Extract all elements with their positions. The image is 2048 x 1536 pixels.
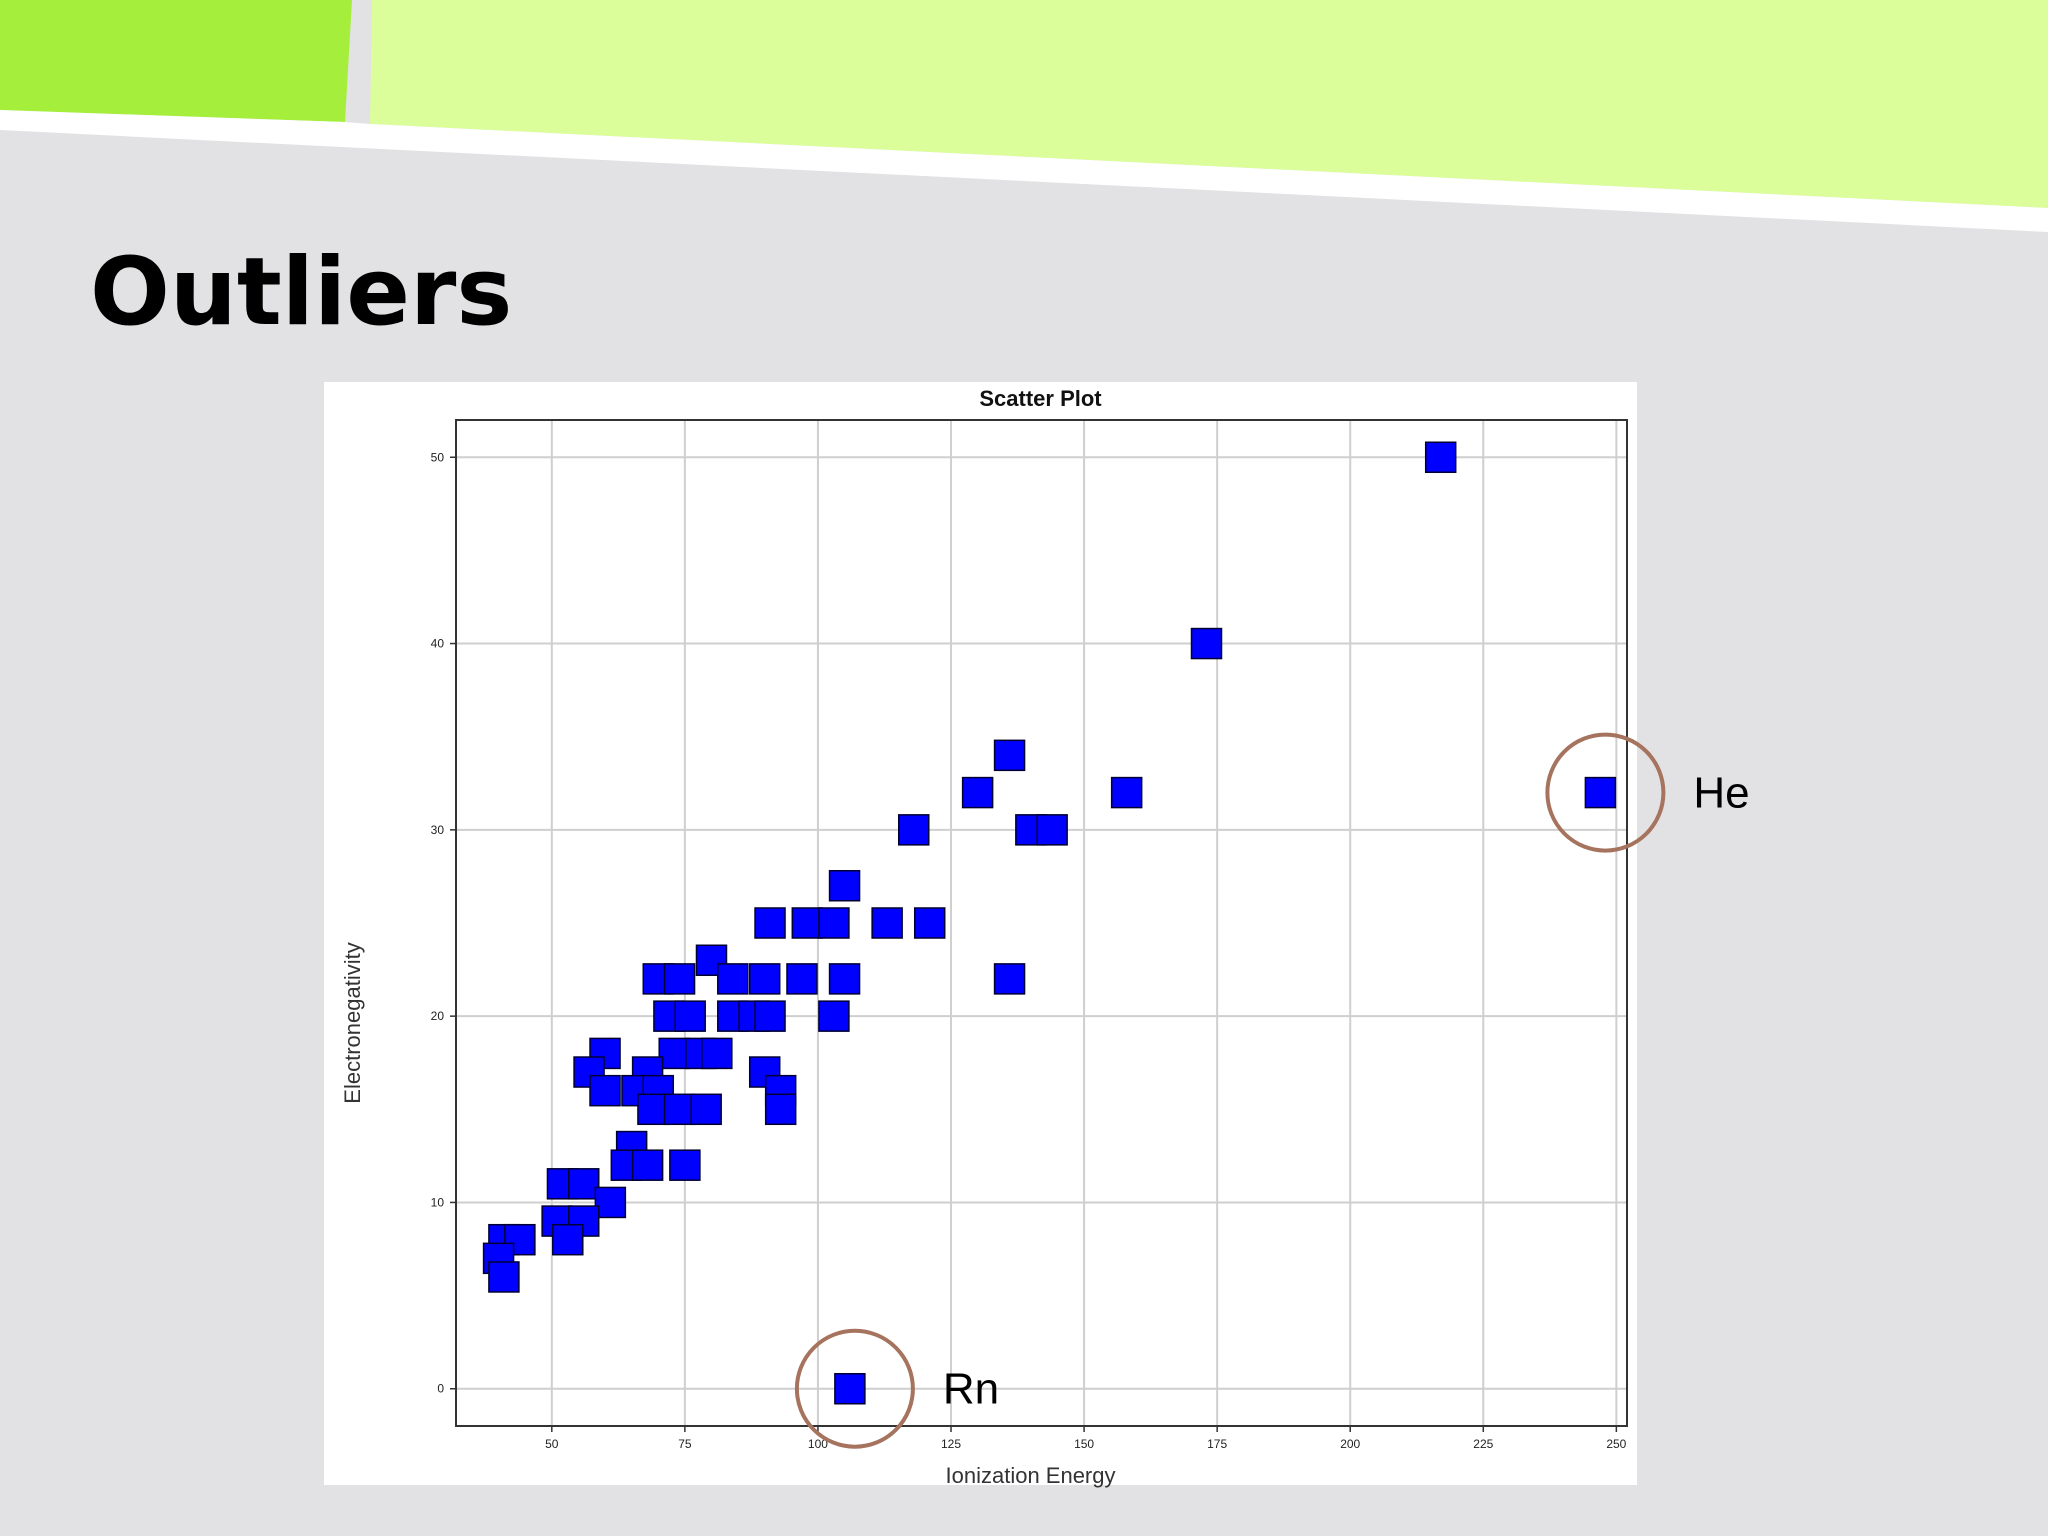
data-point <box>658 1037 690 1070</box>
data-point <box>993 739 1026 772</box>
data-point <box>961 776 994 809</box>
x-tick-label: 200 <box>1340 1437 1360 1451</box>
x-tick-label: 125 <box>941 1437 961 1451</box>
y-tick-label: 0 <box>437 1382 444 1396</box>
plot-area-frame <box>455 419 1628 1427</box>
y-axis-title: Electronegativity <box>340 942 365 1103</box>
data-point <box>818 1000 850 1032</box>
data-point <box>1036 814 1068 846</box>
x-tick-label: 250 <box>1606 1437 1626 1451</box>
data-point <box>701 1037 733 1070</box>
data-point <box>674 1000 706 1032</box>
data-point <box>1424 441 1457 474</box>
outlier-label: Rn <box>943 1365 999 1414</box>
data-point <box>552 1223 584 1256</box>
data-point <box>1110 776 1143 809</box>
y-tick-label: 50 <box>431 450 445 464</box>
data-point <box>764 1093 797 1126</box>
data-point <box>663 1093 696 1126</box>
chart-title: Scatter Plot <box>979 386 1102 411</box>
data-point <box>834 1372 866 1405</box>
data-point <box>589 1074 621 1107</box>
scatter-chart-svg: 50 75 100 125 150 175 200 225 250 0 10 20 30 40 50 He R… <box>340 386 1750 1488</box>
outlier-circle <box>1545 732 1666 853</box>
data-point <box>631 1149 664 1181</box>
data-point <box>786 963 818 995</box>
x-tick-label: 100 <box>808 1437 828 1451</box>
data-point <box>818 907 850 939</box>
y-tick-label: 40 <box>431 637 445 651</box>
data-point <box>898 814 930 846</box>
data-point <box>791 907 824 939</box>
data-point <box>828 963 861 995</box>
axis-ticks: 50 75 100 125 150 175 200 225 250 0 10 20 30 40 50 <box>431 450 1627 1451</box>
data-point <box>690 1093 722 1126</box>
outlier-circle <box>794 1328 915 1449</box>
chart-grid <box>456 420 1627 1426</box>
slide-title: Outliers <box>90 238 513 347</box>
y-tick-label: 10 <box>431 1195 445 1209</box>
outlier-label: He <box>1693 769 1749 818</box>
data-point <box>993 963 1026 995</box>
scatter-chart: 50 75 100 125 150 175 200 225 250 0 10 20 30 40 50 He R… <box>324 382 1750 1488</box>
data-point <box>754 907 786 939</box>
data-point <box>594 1186 627 1219</box>
data-point <box>1584 776 1617 809</box>
data-point <box>567 1168 600 1200</box>
data-point <box>669 1149 701 1181</box>
data-point <box>748 963 781 995</box>
data-point <box>663 963 696 995</box>
data-point <box>488 1261 520 1293</box>
data-points <box>482 441 1617 1405</box>
banner-divider-stripe <box>0 110 2048 232</box>
header-banner <box>0 0 2048 232</box>
x-axis-title: Ionization Energy <box>946 1463 1116 1488</box>
x-tick-label: 175 <box>1207 1437 1227 1451</box>
y-tick-label: 20 <box>431 1009 445 1023</box>
data-point <box>913 907 946 939</box>
data-point <box>828 869 861 902</box>
data-point <box>637 1093 669 1126</box>
banner-accent-dark <box>0 0 352 122</box>
x-tick-label: 225 <box>1473 1437 1493 1451</box>
y-tick-label: 30 <box>431 823 445 837</box>
data-point <box>754 1000 786 1032</box>
x-tick-label: 150 <box>1074 1437 1094 1451</box>
data-point <box>717 963 749 995</box>
data-point <box>1190 627 1223 660</box>
outlier-annotations: He Rn <box>794 732 1750 1449</box>
x-tick-label: 50 <box>545 1437 559 1451</box>
x-tick-label: 75 <box>678 1437 692 1451</box>
banner-accent-light <box>370 0 2048 208</box>
data-point <box>871 907 903 939</box>
